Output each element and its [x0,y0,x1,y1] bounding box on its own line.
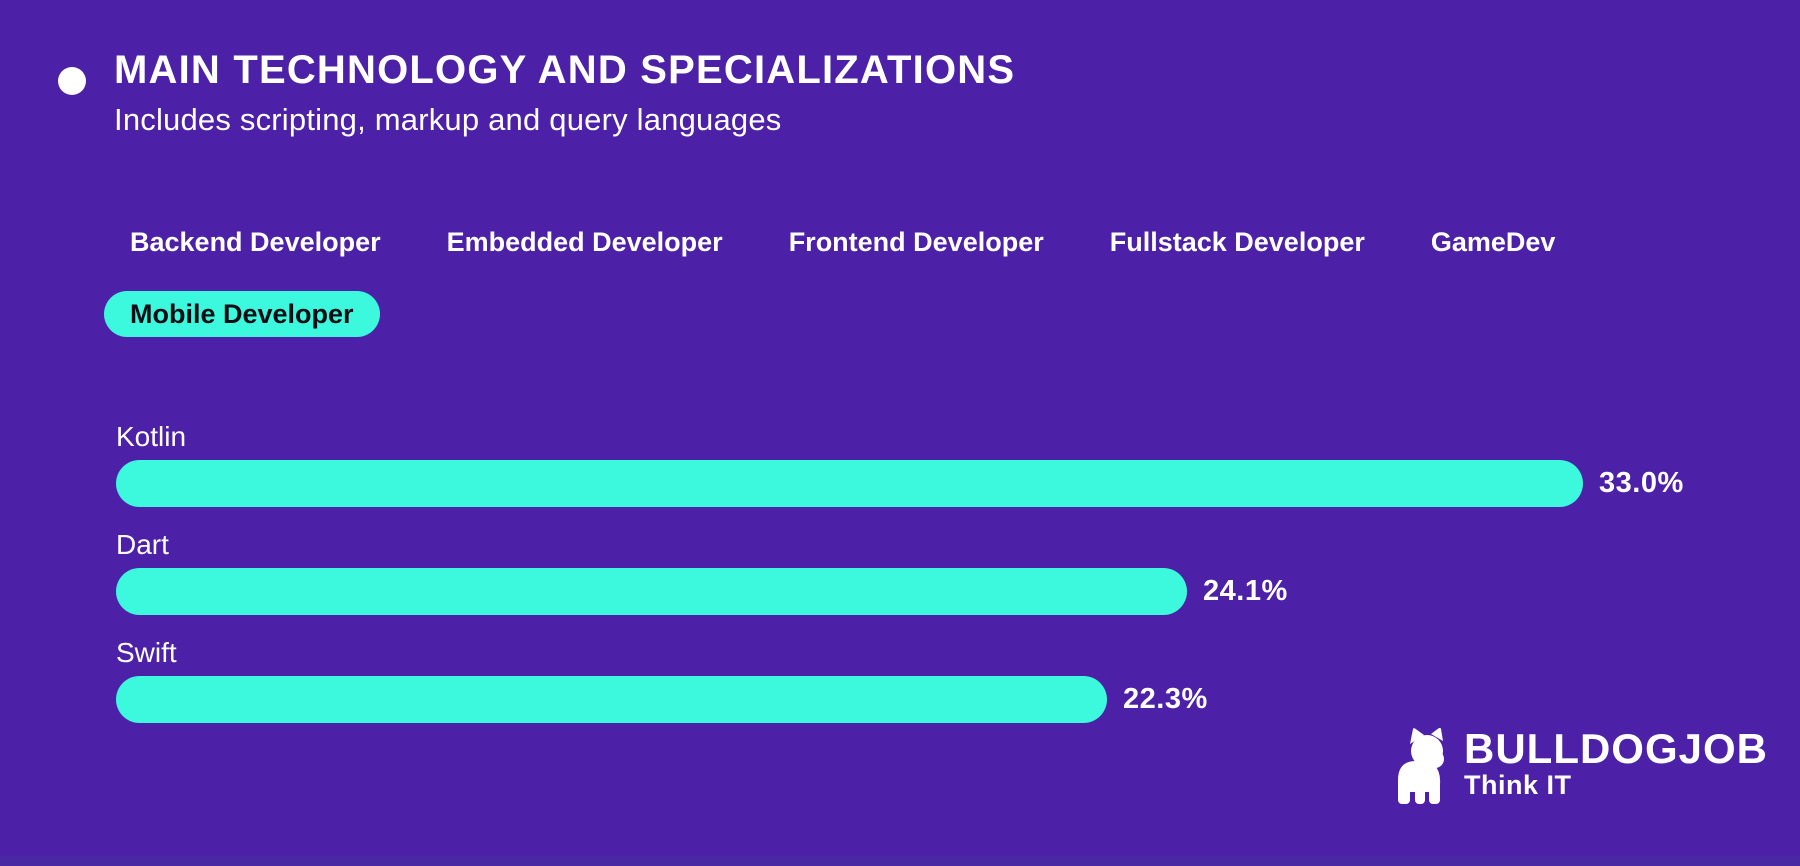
page-subtitle: Includes scripting, markup and query lan… [114,102,782,137]
bar [116,676,1107,723]
bar-value-label: 24.1% [1203,575,1288,607]
tab-gamedev[interactable]: GameDev [1405,219,1582,265]
bar-line: 22.3% [116,676,1796,723]
tab-fullstack-developer[interactable]: Fullstack Developer [1084,219,1391,265]
bar-value-label: 22.3% [1123,683,1208,715]
brand-logo: BULLDOGJOB Think IT [1390,728,1768,804]
bar [116,568,1187,615]
bar-value-label: 33.0% [1599,467,1684,499]
brand-name: BULLDOGJOB [1464,725,1768,772]
title-bullet-icon [58,67,86,95]
page-title: MAIN TECHNOLOGY AND SPECIALIZATIONS [114,48,1016,92]
tab-embedded-developer[interactable]: Embedded Developer [421,219,749,265]
bottom-edge-strip [0,856,1800,866]
bar-line: 24.1% [116,568,1796,615]
bar [116,460,1583,507]
bar-chart: Kotlin 33.0% Dart 24.1% Swift 22.3% [116,420,1796,744]
tab-mobile-developer[interactable]: Mobile Developer [104,291,380,337]
bar-category-label: Swift [116,637,177,668]
bar-category-label: Kotlin [116,421,187,452]
bar-line: 33.0% [116,460,1796,507]
brand-tagline: Think IT [1464,770,1572,800]
bar-row: Swift 22.3% [116,636,1796,723]
bar-row: Kotlin 33.0% [116,420,1796,507]
tab-backend-developer[interactable]: Backend Developer [104,219,407,265]
tab-frontend-developer[interactable]: Frontend Developer [763,219,1070,265]
bar-category-label: Dart [116,529,169,560]
specialization-tabs: Backend Developer Embedded Developer Front… [104,219,1744,337]
brand-text-block: BULLDOGJOB Think IT [1464,725,1768,801]
bar-row: Dart 24.1% [116,528,1796,615]
bulldog-icon [1398,728,1444,804]
